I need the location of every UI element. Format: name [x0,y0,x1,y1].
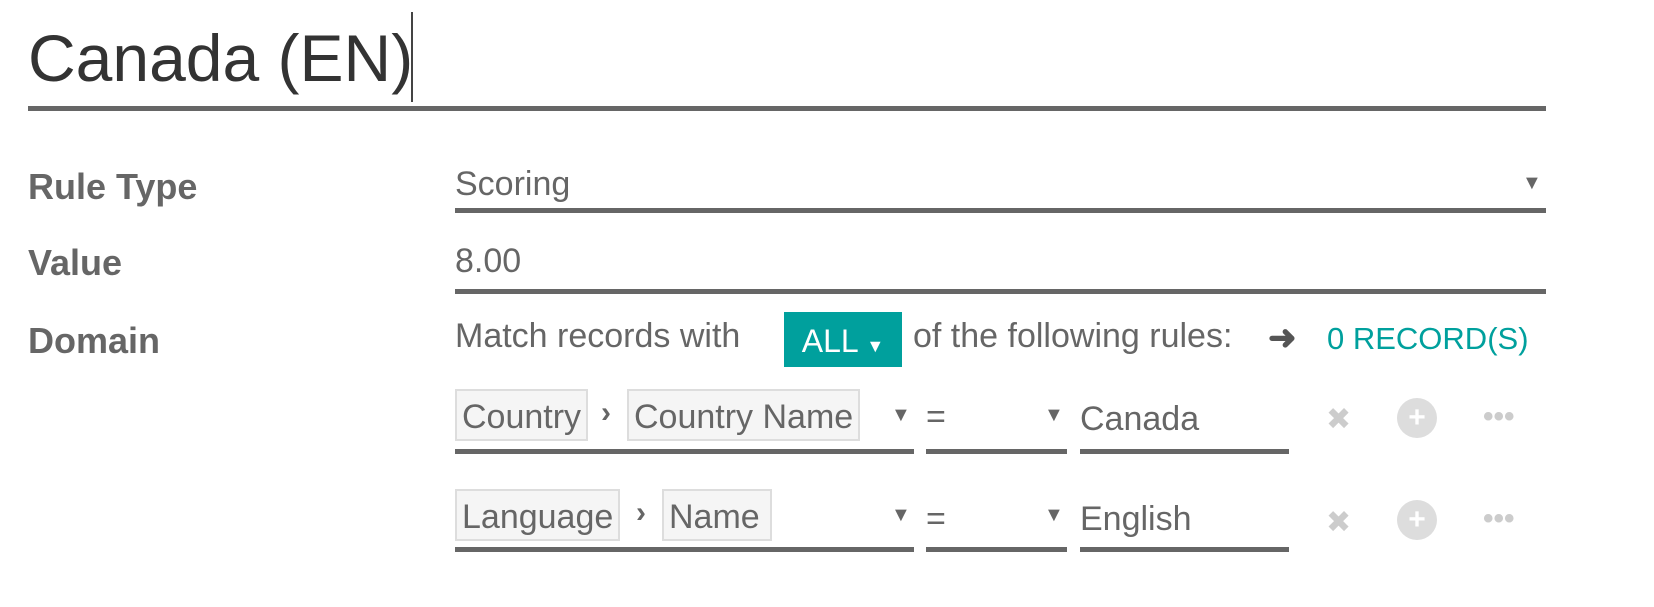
domain-suffix: of the following rules: [913,317,1233,355]
domain-label: Domain [28,320,161,361]
value-underline [1080,547,1289,552]
text-cursor [411,12,413,102]
value-label: Value [28,242,123,283]
title-underline [28,106,1546,111]
domain-prefix: Match records with [455,317,741,355]
delete-icon[interactable]: ✖ [1326,506,1352,539]
chevron-down-icon[interactable]: ▼ [891,504,911,526]
rule-value-input[interactable]: English [1080,500,1192,538]
operator-select[interactable]: = [926,398,946,436]
chevron-down-icon[interactable]: ▼ [891,404,911,426]
chevron-right-icon: › [601,396,611,429]
value-underline [1080,449,1289,454]
rule-type-label: Rule Type [28,166,198,207]
path-chip-name[interactable]: Name [662,489,772,541]
more-icon[interactable]: ••• [1483,400,1515,433]
path-chip-country[interactable]: Country [455,389,589,441]
field-underline [455,547,914,552]
chevron-down-icon[interactable]: ▼ [1044,404,1064,426]
operator-underline [926,449,1067,454]
operator-select[interactable]: = [926,500,946,538]
path-chip-language[interactable]: Language [455,489,621,541]
chevron-right-icon: › [636,496,646,529]
add-icon[interactable]: + [1397,398,1437,438]
arrow-right-icon: ➜ [1268,319,1297,357]
field-underline [455,449,914,454]
chevron-down-icon: ▼ [866,336,885,356]
rule-type-select[interactable]: Scoring [455,165,571,203]
rule-value-input[interactable]: Canada [1080,400,1200,438]
chevron-down-icon[interactable]: ▼ [1044,504,1064,526]
match-all-dropdown[interactable]: ALL ▼ [784,312,902,367]
record-title[interactable]: Canada (EN) [28,21,414,95]
value-underline [455,289,1546,294]
record-count-link[interactable]: 0 RECORD(S) [1327,321,1529,356]
more-icon[interactable]: ••• [1483,502,1515,535]
rule-type-underline [455,208,1546,213]
chevron-down-icon[interactable]: ▼ [1522,172,1542,194]
delete-icon[interactable]: ✖ [1326,403,1352,436]
path-chip-country-name[interactable]: Country Name [627,389,861,441]
operator-underline [926,547,1067,552]
match-all-label: ALL [801,323,858,359]
value-input[interactable]: 8.00 [455,242,522,280]
add-icon[interactable]: + [1397,500,1437,540]
